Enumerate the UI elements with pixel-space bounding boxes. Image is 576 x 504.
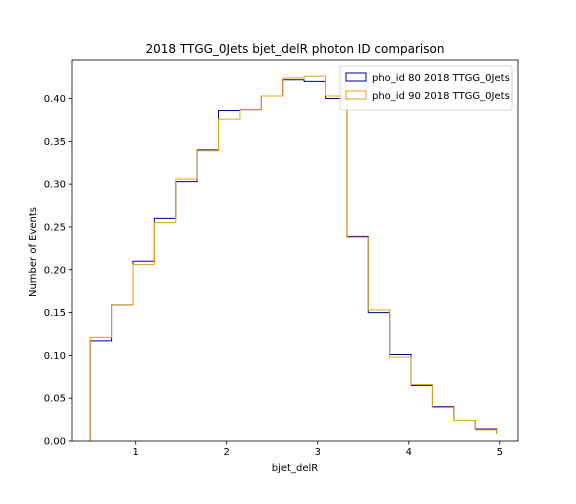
legend-frame (339, 65, 513, 111)
plot-frame (71, 59, 519, 442)
legend-entry-1: pho_id 80 2018 TTGG_0Jets (372, 73, 510, 84)
y-tick-label: 0.20 (44, 265, 66, 276)
legend-swatch-2 (345, 90, 367, 100)
y-tick-label: 0.25 (44, 222, 66, 233)
y-tick-label: 0.30 (44, 180, 66, 191)
y-tick-label: 0.15 (44, 308, 66, 319)
x-tick-label: 4 (406, 447, 412, 458)
series-2-step-line (89, 75, 498, 441)
legend: pho_id 80 2018 TTGG_0Jets pho_id 90 2018 … (339, 65, 513, 111)
y-tick-label: 0.40 (44, 94, 66, 105)
plot-area: 1 2 3 4 5 0.00 0.05 0.10 0.15 0.20 0.25 0.30 0.35 0.4… (44, 59, 519, 458)
y-tick-label: 0.00 (44, 437, 66, 448)
x-tick-label: 3 (315, 447, 321, 458)
y-axis-label: Number of Events (28, 207, 39, 297)
y-tick-label: 0.10 (44, 351, 66, 362)
legend-entry-2: pho_id 90 2018 TTGG_0Jets (372, 91, 510, 102)
x-axis-label: bjet_delR (272, 463, 318, 474)
y-tick-label: 0.05 (44, 394, 66, 405)
legend-swatch-1 (345, 72, 367, 82)
x-tick-label: 1 (133, 447, 139, 458)
x-tick-label: 5 (497, 447, 503, 458)
x-tick-label: 2 (224, 447, 230, 458)
y-tick-label: 0.35 (44, 137, 66, 148)
chart-title: 2018 TTGG_0Jets bjet_delR photon ID comp… (146, 42, 445, 56)
